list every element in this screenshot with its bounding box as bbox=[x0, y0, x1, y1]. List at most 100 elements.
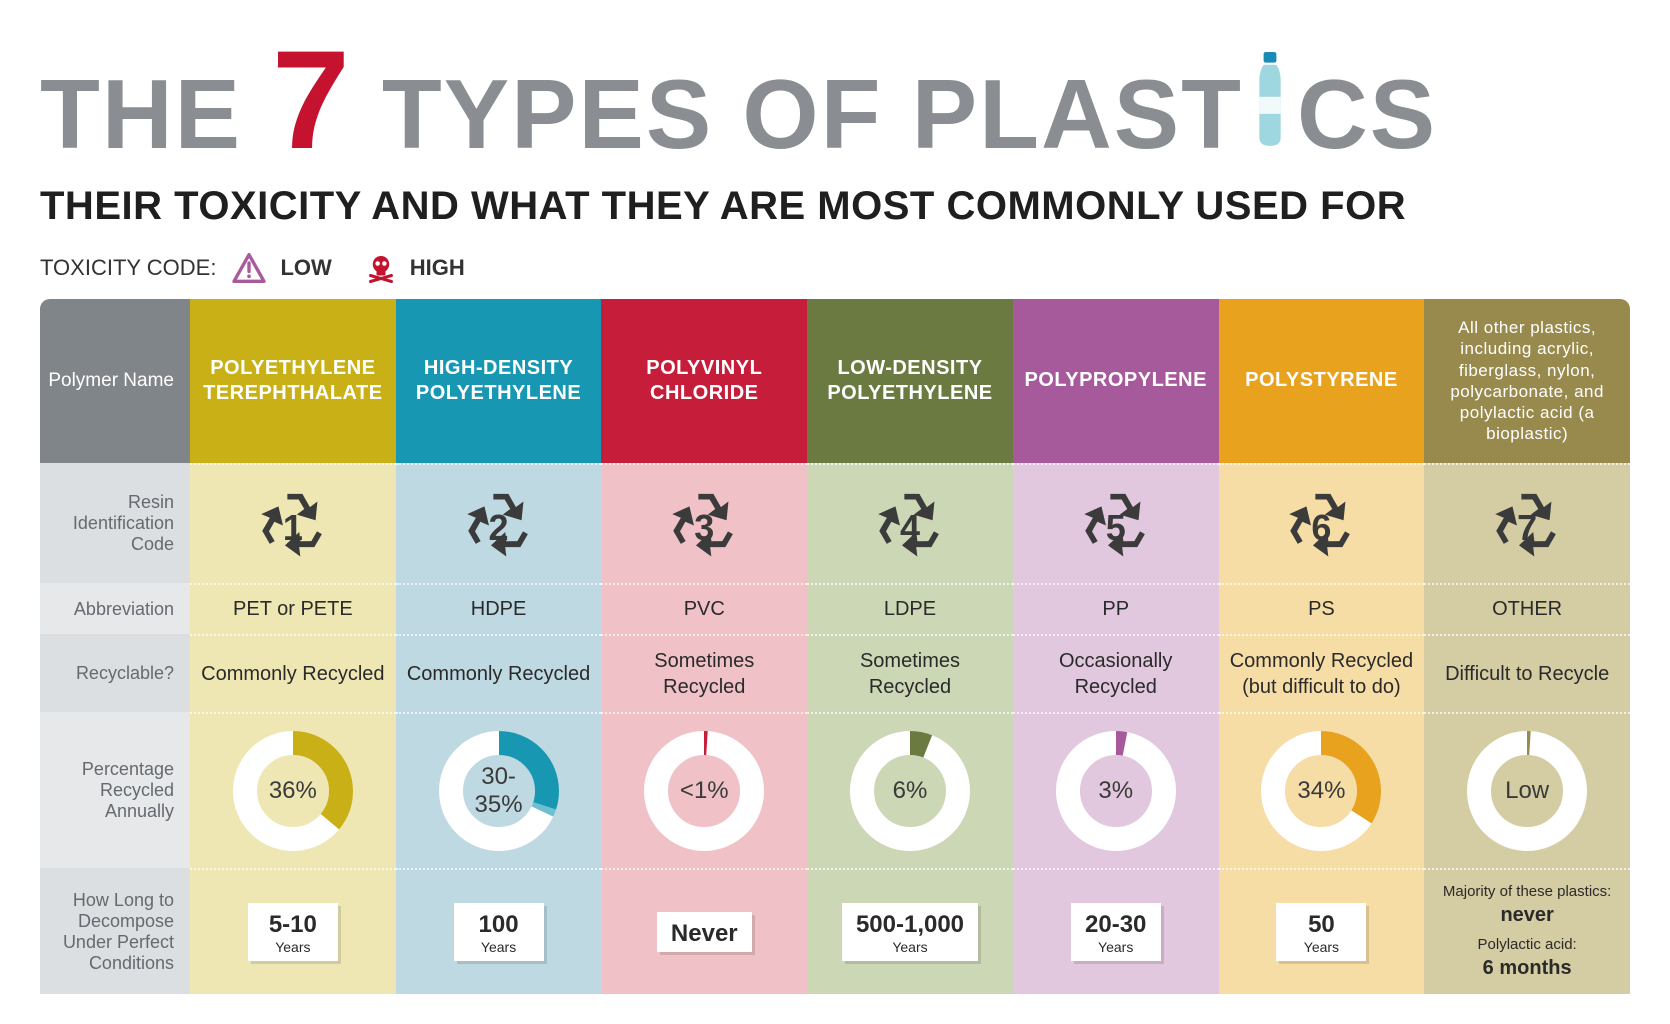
cell-ric: 4 bbox=[807, 463, 1013, 583]
warning-triangle-icon bbox=[232, 253, 266, 283]
cell-decomp: 100 Years bbox=[396, 868, 602, 995]
cell-recyclable: Sometimes Recycled bbox=[807, 634, 1013, 712]
recycle-triangle-icon: 5 bbox=[1066, 477, 1166, 571]
toxicity-low-label: LOW bbox=[280, 255, 331, 281]
cell-abbrev: PET or PETE bbox=[190, 583, 396, 634]
cell-decomp: 5-10 Years bbox=[190, 868, 396, 995]
row-label-recyclable: Recyclable? bbox=[40, 634, 190, 712]
years-box: 500-1,000 Years bbox=[842, 903, 978, 961]
title-word-the: THE bbox=[40, 65, 242, 163]
main-title: THE 7 TYPES OF PLAST CS bbox=[40, 30, 1630, 170]
column-header: POLYPROPYLENE bbox=[1013, 299, 1219, 463]
donut-chart: 36% bbox=[228, 726, 358, 856]
bottle-cap bbox=[1264, 52, 1277, 63]
years-number: 50 bbox=[1308, 913, 1335, 937]
cell-decomp: Majority of these plastics: never Polyla… bbox=[1424, 868, 1630, 995]
years-box: 5-10 Years bbox=[248, 903, 338, 961]
donut-label: Low bbox=[1505, 777, 1549, 805]
cell-abbrev: PS bbox=[1219, 583, 1425, 634]
years-unit: Years bbox=[275, 939, 310, 955]
title-words-types: TYPES OF PLAST CS bbox=[382, 52, 1437, 163]
cell-recyclable: Commonly Recycled bbox=[190, 634, 396, 712]
years-box: 100 Years bbox=[454, 903, 544, 961]
years-box: 50 Years bbox=[1276, 903, 1366, 961]
donut-label: 6% bbox=[893, 777, 928, 805]
cell-decomp: 50 Years bbox=[1219, 868, 1425, 995]
cell-abbrev: PVC bbox=[601, 583, 807, 634]
recycle-triangle-icon: 1 bbox=[243, 477, 343, 571]
recyclable-text: Difficult to Recycle bbox=[1445, 661, 1609, 687]
cell-percent: 36% bbox=[190, 712, 396, 868]
cell-decomp: 20-30 Years bbox=[1013, 868, 1219, 995]
cell-recyclable: Occasionally Recycled bbox=[1013, 634, 1219, 712]
recyclable-text: Commonly Recycled bbox=[201, 661, 384, 687]
cell-percent: 30-35% bbox=[396, 712, 602, 868]
abbrev-text: PVC bbox=[684, 598, 725, 621]
row-label-ric: Resin Identification Code bbox=[40, 463, 190, 583]
donut-chart: 30-35% bbox=[434, 726, 564, 856]
donut-label: 30-35% bbox=[466, 763, 531, 819]
cell-recyclable: Difficult to Recycle bbox=[1424, 634, 1630, 712]
recyclable-text: Sometimes Recycled bbox=[817, 648, 1003, 700]
cell-decomp: 500-1,000 Years bbox=[807, 868, 1013, 995]
years-box: Never bbox=[657, 912, 752, 952]
donut-chart: <1% bbox=[639, 726, 769, 856]
cell-recyclable: Sometimes Recycled bbox=[601, 634, 807, 712]
years-box: 20-30 Years bbox=[1071, 903, 1161, 961]
cell-percent: 6% bbox=[807, 712, 1013, 868]
title-block: THE 7 TYPES OF PLAST CS THEIR TOXICITY A… bbox=[40, 30, 1630, 229]
cell-ric: 3 bbox=[601, 463, 807, 583]
years-number: Never bbox=[671, 922, 738, 946]
row-label-abbrev: Abbreviation bbox=[40, 583, 190, 634]
column-header: All other plastics, including acrylic, f… bbox=[1424, 299, 1630, 463]
recyclable-text: Sometimes Recycled bbox=[611, 648, 797, 700]
donut-label: <1% bbox=[680, 777, 729, 805]
cell-percent: 3% bbox=[1013, 712, 1219, 868]
decomp-other-block: Majority of these plastics: never Polyla… bbox=[1443, 882, 1611, 983]
cell-ric: 6 bbox=[1219, 463, 1425, 583]
toxicity-high-label: HIGH bbox=[410, 255, 465, 281]
column-header: POLYSTYRENE bbox=[1219, 299, 1425, 463]
skull-crossbones-icon bbox=[366, 253, 396, 283]
cell-percent: 34% bbox=[1219, 712, 1425, 868]
column-header: POLYVINYL CHLORIDE bbox=[601, 299, 807, 463]
subtitle: THEIR TOXICITY AND WHAT THEY ARE MOST CO… bbox=[40, 184, 1630, 229]
cell-percent: Low bbox=[1424, 712, 1630, 868]
cell-decomp: Never bbox=[601, 868, 807, 995]
plastics-table: Polymer NamePOLYETHYLENE TEREPHTHALATEHI… bbox=[40, 299, 1630, 994]
recyclable-text: Occasionally Recycled bbox=[1023, 648, 1209, 700]
toxicity-key: TOXICITY CODE: LOW HIGH bbox=[40, 253, 1630, 283]
cell-abbrev: LDPE bbox=[807, 583, 1013, 634]
column-header: POLYETHYLENE TEREPHTHALATE bbox=[190, 299, 396, 463]
years-number: 100 bbox=[479, 913, 519, 937]
column-header: HIGH-DENSITY POLYETHYLENE bbox=[396, 299, 602, 463]
years-number: 5-10 bbox=[269, 913, 317, 937]
row-label-percent: Percentage Recycled Annually bbox=[40, 712, 190, 868]
recycle-triangle-icon: 6 bbox=[1271, 477, 1371, 571]
cell-abbrev: HDPE bbox=[396, 583, 602, 634]
recycle-triangle-icon: 4 bbox=[860, 477, 960, 571]
title-number-seven: 7 bbox=[272, 30, 352, 170]
years-unit: Years bbox=[892, 939, 927, 955]
cell-ric: 1 bbox=[190, 463, 396, 583]
cell-ric: 7 bbox=[1424, 463, 1630, 583]
donut-label: 3% bbox=[1098, 777, 1133, 805]
cell-abbrev: OTHER bbox=[1424, 583, 1630, 634]
row-label-decomp: How Long to Decompose Under Perfect Cond… bbox=[40, 868, 190, 995]
bottle-label bbox=[1259, 97, 1280, 114]
years-number: 20-30 bbox=[1085, 913, 1146, 937]
donut-chart: 34% bbox=[1256, 726, 1386, 856]
toxicity-label: TOXICITY CODE: bbox=[40, 255, 216, 281]
bottle-icon bbox=[1243, 52, 1297, 148]
recyclable-text: Commonly Recycled (but difficult to do) bbox=[1229, 648, 1415, 700]
donut-chart: Low bbox=[1462, 726, 1592, 856]
abbrev-text: HDPE bbox=[471, 598, 527, 621]
recyclable-text: Commonly Recycled bbox=[407, 661, 590, 687]
donut-chart: 6% bbox=[845, 726, 975, 856]
abbrev-text: PS bbox=[1308, 598, 1335, 621]
donut-label: 34% bbox=[1297, 777, 1345, 805]
recycle-triangle-icon: 2 bbox=[449, 477, 549, 571]
abbrev-text: PET or PETE bbox=[233, 598, 353, 621]
donut-label: 36% bbox=[269, 777, 317, 805]
years-unit: Years bbox=[481, 939, 516, 955]
